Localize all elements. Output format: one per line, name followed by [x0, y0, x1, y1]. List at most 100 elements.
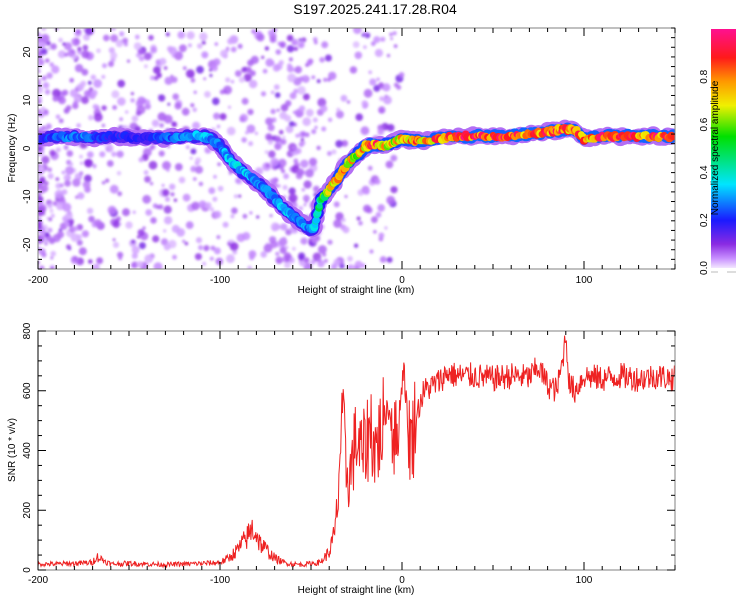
noise-blob — [174, 51, 183, 61]
noise-blob — [150, 217, 157, 224]
noise-blob — [72, 178, 81, 187]
noise-blob — [226, 46, 230, 50]
noise-blob — [246, 124, 256, 134]
snr-x-axis-label: Height of straight line (km) — [298, 585, 415, 596]
noise-blob — [335, 110, 344, 119]
noise-blob — [74, 173, 81, 179]
noise-blob — [76, 123, 81, 128]
noise-blob — [217, 185, 224, 192]
noise-blob — [303, 180, 312, 189]
noise-blob — [374, 48, 383, 58]
noise-blob — [308, 157, 318, 166]
noise-blob — [65, 166, 74, 175]
noise-blob — [197, 43, 203, 49]
noise-blob — [184, 241, 189, 246]
noise-blob — [145, 209, 153, 216]
spectrogram-ytick-label: 0 — [22, 145, 33, 151]
noise-blob — [287, 73, 296, 83]
noise-blob — [353, 28, 362, 34]
noise-blob — [112, 105, 117, 110]
noise-blob — [374, 178, 381, 185]
noise-blob — [91, 89, 98, 97]
noise-blob — [261, 55, 265, 60]
noise-blob — [269, 36, 276, 43]
noise-blob — [300, 237, 308, 245]
noise-blob — [226, 254, 235, 264]
noise-blob — [172, 93, 179, 100]
noise-blob — [301, 187, 306, 192]
noise-blob — [245, 66, 252, 73]
noise-blob — [198, 245, 204, 251]
noise-blob — [314, 125, 318, 130]
noise-blob — [110, 34, 118, 43]
noise-blob — [209, 256, 214, 261]
noise-blob — [241, 137, 247, 143]
spectrogram-frame — [37, 27, 676, 270]
noise-blob — [213, 247, 221, 255]
noise-blob — [44, 232, 50, 238]
noise-blob — [382, 83, 391, 92]
noise-blob — [377, 204, 386, 212]
noise-blob — [276, 108, 280, 112]
noise-blob — [234, 70, 242, 77]
noise-blob — [82, 44, 89, 51]
noise-blob — [273, 84, 280, 90]
noise-blob — [38, 32, 42, 39]
noise-blob — [306, 59, 313, 66]
noise-blob — [264, 46, 270, 51]
colorbar-tick-label: 0.0 — [699, 261, 710, 275]
noise-blob — [171, 121, 178, 128]
noise-blob — [321, 41, 329, 49]
noise-blob — [81, 50, 90, 59]
snr-ticks: -200 -100 0 100 0 200 400 600 800 — [22, 322, 676, 586]
noise-blob — [101, 180, 106, 185]
noise-blob — [213, 112, 221, 120]
noise-blob — [99, 151, 106, 158]
noise-blob — [303, 265, 311, 269]
noise-blob — [105, 144, 114, 153]
noise-blob — [126, 59, 131, 63]
noise-blob — [289, 92, 297, 100]
noise-blob — [318, 245, 327, 254]
noise-blob — [335, 212, 344, 221]
noise-blob — [236, 233, 246, 242]
noise-blob — [355, 265, 360, 269]
snr-ytick-label: 400 — [22, 442, 33, 459]
noise-blob — [228, 172, 232, 175]
noise-blob — [380, 36, 386, 42]
noise-blob — [353, 243, 359, 248]
noise-blob — [64, 52, 69, 57]
noise-blob — [77, 192, 85, 200]
noise-blob — [280, 138, 287, 145]
noise-blob — [39, 234, 45, 240]
noise-blob — [125, 221, 133, 229]
noise-blob — [185, 221, 194, 230]
noise-blob — [130, 98, 135, 103]
noise-blob — [304, 132, 310, 138]
noise-blob — [65, 221, 70, 227]
noise-blob — [209, 207, 215, 212]
noise-blob — [79, 154, 83, 159]
noise-blob — [232, 249, 238, 255]
noise-blob — [313, 40, 318, 45]
noise-blob — [352, 41, 360, 48]
noise-blob — [333, 219, 342, 228]
noise-blob — [87, 80, 92, 85]
noise-blob — [300, 138, 305, 142]
noise-blob — [48, 217, 53, 222]
noise-blob — [40, 48, 48, 55]
noise-blob — [376, 77, 380, 82]
noise-blob — [142, 226, 146, 230]
noise-blob — [363, 31, 368, 36]
noise-blob — [49, 209, 54, 213]
noise-blob — [50, 250, 56, 257]
noise-blob — [211, 64, 218, 72]
noise-blob — [275, 49, 282, 55]
noise-blob — [346, 100, 351, 104]
noise-blob — [162, 189, 170, 197]
noise-blob — [84, 174, 92, 183]
noise-blob — [285, 125, 294, 134]
colorbar-tick-label: 0.6 — [699, 117, 710, 131]
noise-blob — [378, 232, 385, 239]
